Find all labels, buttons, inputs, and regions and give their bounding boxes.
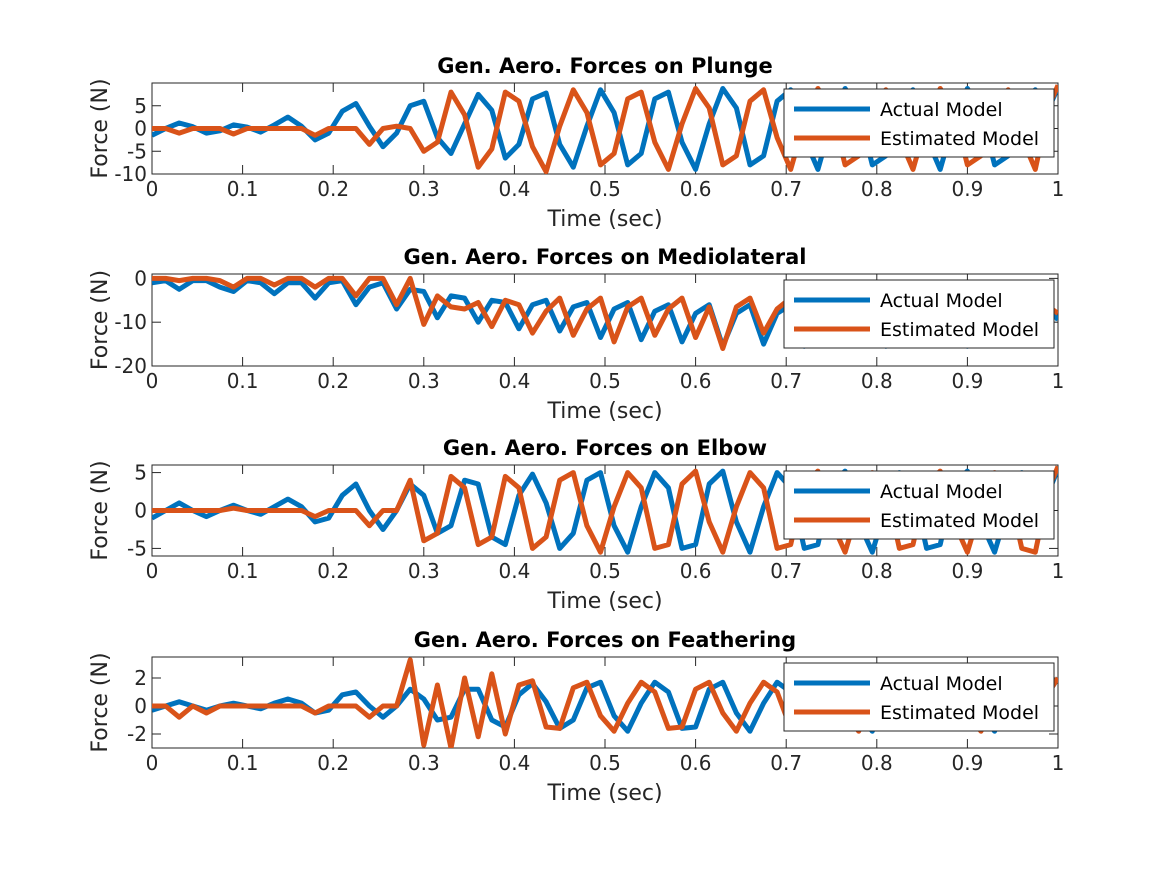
y-tick-label: -2 <box>127 722 147 746</box>
x-tick-label: 0.2 <box>317 559 349 583</box>
legend-box <box>783 279 1055 349</box>
y-tick-label: 5 <box>134 94 147 118</box>
x-tick-label: 0.7 <box>770 177 802 201</box>
x-tick-label: 0.7 <box>770 751 802 775</box>
x-tick-label: 1 <box>1052 369 1065 393</box>
legend: Actual Model Estimated Model <box>783 279 1055 349</box>
x-tick-label: 0.1 <box>227 369 259 393</box>
x-tick-label: 0.8 <box>861 751 893 775</box>
x-tick-label: 0.6 <box>680 369 712 393</box>
x-tick-label: 0.7 <box>770 369 802 393</box>
x-tick-label: 0 <box>146 559 159 583</box>
x-tick-label: 0.4 <box>498 751 530 775</box>
legend-label: Estimated Model <box>880 510 1039 532</box>
x-tick-label: 0.8 <box>861 177 893 201</box>
x-tick-label: 0.7 <box>770 559 802 583</box>
legend: Actual Model Estimated Model <box>783 88 1055 158</box>
x-axis-label: Time (sec) <box>546 781 662 806</box>
x-tick-label: 0.9 <box>951 559 983 583</box>
x-tick-label: 0.3 <box>408 177 440 201</box>
x-tick-label: 0.1 <box>227 177 259 201</box>
series-line-estimated <box>152 465 1058 555</box>
y-tick-label: -10 <box>114 162 147 186</box>
y-axis-label: Force (N) <box>88 270 113 370</box>
legend-box <box>783 662 1055 732</box>
x-tick-label: 0.4 <box>498 369 530 393</box>
legend-label: Estimated Model <box>880 702 1039 724</box>
chart-title: Gen. Aero. Forces on Mediolateral <box>404 245 807 269</box>
x-axis-label: Time (sec) <box>546 207 662 232</box>
y-tick-label: 2 <box>134 666 147 690</box>
x-tick-label: 0.5 <box>589 369 621 393</box>
x-tick-label: 0.3 <box>408 559 440 583</box>
subplot-1: 0 0.1 0.2 0.3 0.4 0.5 0.6 0.7 0.8 0.9 1-10-505 Actu… <box>88 54 1064 232</box>
x-tick-label: 0 <box>146 751 159 775</box>
x-tick-label: 0.9 <box>951 369 983 393</box>
x-tick-label: 0.1 <box>227 559 259 583</box>
chart-title: Gen. Aero. Forces on Feathering <box>414 628 796 652</box>
x-tick-label: 0.2 <box>317 369 349 393</box>
y-axis-label: Force (N) <box>88 78 113 178</box>
x-tick-label: 0.8 <box>861 559 893 583</box>
y-axis-label: Force (N) <box>88 652 113 752</box>
legend: Actual Model Estimated Model <box>783 470 1055 540</box>
x-tick-label: 0.6 <box>680 559 712 583</box>
y-tick-label: -5 <box>127 139 147 163</box>
x-tick-label: 0.5 <box>589 559 621 583</box>
x-axis-label: Time (sec) <box>546 399 662 424</box>
series-line-estimated <box>152 84 1058 174</box>
legend-label: Actual Model <box>880 673 1003 695</box>
legend-label: Actual Model <box>880 99 1003 121</box>
legend-label: Actual Model <box>880 290 1003 312</box>
chart-title: Gen. Aero. Forces on Plunge <box>437 54 773 78</box>
x-tick-label: 0.8 <box>861 369 893 393</box>
legend-box <box>783 88 1055 158</box>
subplot-3: 0 0.1 0.2 0.3 0.4 0.5 0.6 0.7 0.8 0.9 1-505Actual … <box>88 436 1064 614</box>
x-tick-label: 0.2 <box>317 751 349 775</box>
x-tick-label: 0.6 <box>680 751 712 775</box>
y-tick-label: 0 <box>134 117 147 141</box>
x-tick-label: 0 <box>146 177 159 201</box>
legend-label: Estimated Model <box>880 128 1039 150</box>
x-tick-label: 0.4 <box>498 177 530 201</box>
subplot-4: 0 0.1 0.2 0.3 0.4 0.5 0.6 0.7 0.8 0.9 1 -2 0 2 Actual … <box>88 628 1064 806</box>
x-tick-label: 0.5 <box>589 751 621 775</box>
x-tick-label: 0.4 <box>498 559 530 583</box>
y-tick-label: -20 <box>114 354 147 378</box>
legend-box <box>783 470 1055 540</box>
y-tick-label: 0 <box>134 499 147 523</box>
y-tick-label: -5 <box>127 536 147 560</box>
x-tick-label: 1 <box>1052 751 1065 775</box>
y-tick-label: 5 <box>134 461 147 485</box>
y-axis-label: Force (N) <box>88 460 113 560</box>
x-tick-label: 0 <box>146 369 159 393</box>
subplot-2: 0 0.1 0.2 0.3 0.4 0.5 0.6 0.7 0.8 0.9 1 -20 -10 0 Actu… <box>88 245 1064 424</box>
legend: Actual Model Estimated Model <box>783 662 1055 732</box>
y-tick-label: -10 <box>114 310 147 334</box>
x-tick-label: 0.5 <box>589 177 621 201</box>
x-tick-label: 1 <box>1052 559 1065 583</box>
x-tick-label: 1 <box>1052 177 1065 201</box>
y-tick-label: 0 <box>134 694 147 718</box>
legend-label: Estimated Model <box>880 319 1039 341</box>
x-tick-label: 0.9 <box>951 177 983 201</box>
chart-title: Gen. Aero. Forces on Elbow <box>443 436 767 460</box>
x-tick-label: 0.1 <box>227 751 259 775</box>
x-tick-label: 0.6 <box>680 177 712 201</box>
x-tick-label: 0.3 <box>408 369 440 393</box>
x-tick-label: 0.3 <box>408 751 440 775</box>
x-tick-label: 0.2 <box>317 177 349 201</box>
x-tick-label: 0.9 <box>951 751 983 775</box>
x-axis-label: Time (sec) <box>546 589 662 614</box>
legend-label: Actual Model <box>880 481 1003 503</box>
y-tick-label: 0 <box>134 266 147 290</box>
